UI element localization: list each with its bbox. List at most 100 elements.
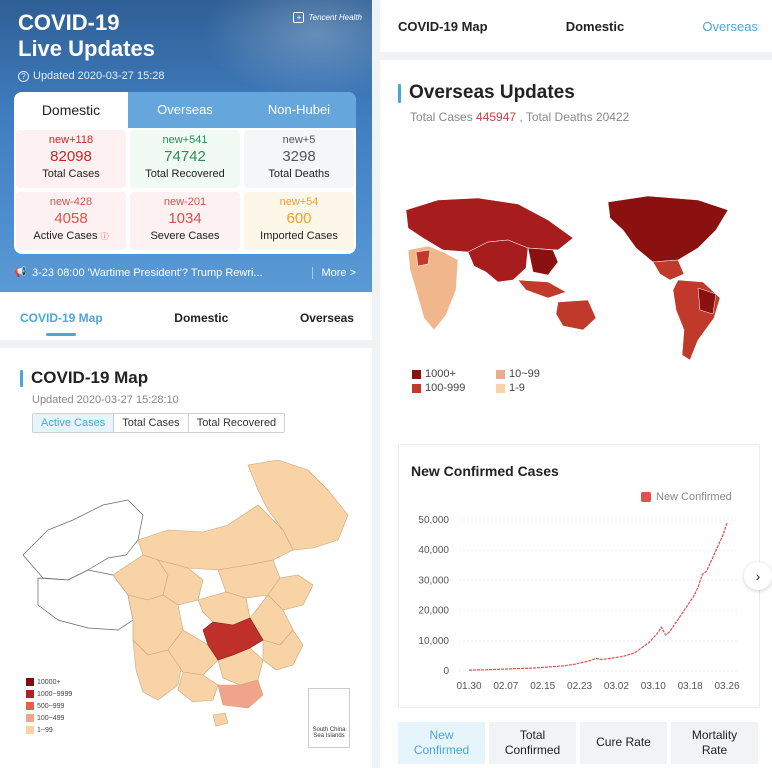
region-brazil[interactable] bbox=[697, 287, 717, 315]
stat-label: Total Cases bbox=[42, 168, 100, 180]
section-divider bbox=[380, 52, 772, 60]
region-inner-mongolia[interactable] bbox=[137, 504, 294, 571]
y-tick-label: 30,000 bbox=[418, 575, 449, 586]
news-text[interactable]: 3-23 08:00 'Wartime President'? Trump Re… bbox=[32, 267, 263, 279]
world-map[interactable] bbox=[398, 190, 738, 370]
legend-label: New Confirmed bbox=[656, 491, 732, 503]
next-arrow-button[interactable]: › bbox=[744, 562, 772, 590]
nav-overseas[interactable]: Overseas bbox=[299, 311, 354, 325]
total-deaths-value: 20422 bbox=[595, 110, 630, 124]
x-tick-label: 02.23 bbox=[567, 681, 592, 692]
legend-swatch bbox=[26, 726, 34, 734]
tab-cure-rate[interactable]: Cure Rate bbox=[580, 722, 667, 764]
region-africa[interactable] bbox=[407, 245, 459, 331]
region-northeast[interactable] bbox=[247, 460, 349, 551]
tab-new-confirmed[interactable]: New Confirmed bbox=[398, 722, 485, 764]
x-tick-label: 03.18 bbox=[678, 681, 703, 692]
region-zhejiang-fujian[interactable] bbox=[262, 629, 304, 671]
series-line-new-confirmed[interactable] bbox=[468, 522, 728, 671]
nav-domestic[interactable]: Domestic bbox=[565, 18, 625, 34]
filter-active-cases[interactable]: Active Cases bbox=[33, 414, 115, 432]
legend-swatch bbox=[412, 383, 421, 393]
x-tick-label: 01.30 bbox=[456, 681, 481, 692]
region-australia[interactable] bbox=[555, 299, 597, 331]
y-tick-label: 50,000 bbox=[418, 515, 449, 526]
stat-total-recovered: new+541 74742 Total Recovered bbox=[130, 130, 240, 188]
stat-label-wrap: Active Cases ⓘ bbox=[16, 229, 126, 244]
region-north-america[interactable] bbox=[607, 195, 729, 263]
left-nav: COVID-19 Map Domestic Overseas bbox=[0, 296, 372, 340]
legend-swatch bbox=[26, 690, 34, 698]
tab-mortality-rate[interactable]: Mortality Rate bbox=[671, 722, 758, 764]
stat-active-cases[interactable]: new-428 4058 Active Cases ⓘ bbox=[16, 192, 126, 250]
overseas-title-text: Overseas Updates bbox=[409, 82, 575, 103]
news-ticker[interactable]: 📢 3-23 08:00 'Wartime President'? Trump … bbox=[14, 262, 356, 284]
region-henan-shaanxi[interactable] bbox=[197, 591, 251, 626]
stat-label: Severe Cases bbox=[150, 230, 220, 242]
tab-line1: Mortality bbox=[691, 728, 738, 742]
legend-item: 10~99 bbox=[496, 368, 566, 380]
china-map[interactable] bbox=[18, 460, 358, 730]
filter-total-recovered[interactable]: Total Recovered bbox=[196, 417, 277, 429]
line-chart: 0 10,000 20,000 30,000 40,000 50,000 01.30 02.0… bbox=[418, 515, 740, 692]
region-gansu-ningxia[interactable] bbox=[157, 559, 204, 606]
domestic-panel: COVID-19 Live Updates + Tencent Health ?… bbox=[0, 0, 372, 768]
y-tick-label: 40,000 bbox=[418, 545, 449, 556]
map-legend: 10000+ 1000~9999 500~999 100~499 1~99 bbox=[26, 676, 72, 736]
tab-overseas[interactable]: Overseas bbox=[128, 92, 242, 128]
stat-severe-cases: new-201 1034 Severe Cases bbox=[130, 192, 240, 250]
hero-updated: ? Updated 2020-03-27 15:28 bbox=[18, 70, 165, 82]
chart-legend[interactable]: New Confirmed bbox=[641, 491, 732, 503]
overseas-title: Overseas Updates bbox=[398, 82, 575, 104]
y-tick-label: 20,000 bbox=[418, 606, 449, 617]
nav-domestic[interactable]: Domestic bbox=[174, 311, 229, 325]
chart-metric-tabs: New Confirmed Total Confirmed Cure Rate Mo… bbox=[398, 722, 758, 764]
region-guangxi[interactable] bbox=[177, 671, 219, 703]
plus-icon: + bbox=[293, 12, 305, 23]
legend-item: 100-999 bbox=[412, 382, 496, 394]
legend-label: 1000~9999 bbox=[37, 690, 73, 698]
legend-label: 10~99 bbox=[509, 368, 540, 380]
region-east-asia[interactable] bbox=[527, 247, 559, 276]
legend-swatch bbox=[26, 678, 34, 686]
tab-line1: New bbox=[429, 728, 454, 742]
region-yunnan[interactable] bbox=[132, 639, 184, 701]
stat-total-deaths: new+5 3298 Total Deaths bbox=[244, 130, 354, 188]
region-hainan[interactable] bbox=[212, 712, 229, 727]
nav-overseas[interactable]: Overseas bbox=[702, 18, 758, 34]
more-link[interactable]: More > bbox=[312, 267, 356, 279]
stat-label: Total Deaths bbox=[268, 168, 330, 180]
inset-map bbox=[309, 689, 349, 727]
tab-non-hubei[interactable]: Non-Hubei bbox=[242, 92, 356, 128]
stats-grid: new+118 82098 Total Cases new+541 74742 … bbox=[14, 128, 356, 252]
totals-prefix: Total Cases bbox=[410, 110, 477, 124]
region-central-south-asia[interactable] bbox=[467, 239, 529, 283]
filter-total-cases[interactable]: Total Cases bbox=[114, 414, 189, 432]
question-icon[interactable]: ? bbox=[18, 70, 29, 82]
nav-covid-map[interactable]: COVID-19 Map bbox=[398, 18, 488, 34]
tab-line2: Rate bbox=[701, 743, 728, 757]
x-tick-label: 03.26 bbox=[714, 681, 739, 692]
info-icon[interactable]: ⓘ bbox=[100, 232, 109, 241]
legend-label: 1000+ bbox=[425, 368, 456, 380]
region-south-america[interactable] bbox=[672, 279, 721, 361]
tab-total-confirmed[interactable]: Total Confirmed bbox=[489, 722, 576, 764]
hero-banner: COVID-19 Live Updates + Tencent Health ?… bbox=[0, 0, 372, 292]
hero-title: COVID-19 Live Updates bbox=[18, 10, 218, 62]
stat-new: new+5 bbox=[282, 134, 316, 146]
stat-label: Imported Cases bbox=[260, 230, 338, 242]
tab-domestic[interactable]: Domestic bbox=[14, 92, 128, 128]
y-tick-label: 10,000 bbox=[418, 636, 449, 647]
stat-value: 74742 bbox=[164, 148, 206, 165]
map-section-title: COVID-19 Map bbox=[20, 368, 148, 388]
legend-item: 1~99 bbox=[26, 724, 72, 736]
nav-covid-map[interactable]: COVID-19 Map bbox=[20, 311, 103, 336]
hero-decoration bbox=[202, 0, 372, 100]
region-southeast-asia[interactable] bbox=[517, 279, 567, 299]
region-central-america[interactable] bbox=[652, 259, 685, 281]
legend-swatch bbox=[496, 383, 505, 393]
region-north-africa[interactable] bbox=[415, 249, 431, 267]
region-hubei[interactable] bbox=[202, 617, 264, 661]
legend-label: 500~999 bbox=[37, 702, 65, 710]
region-guangdong[interactable] bbox=[217, 679, 264, 709]
